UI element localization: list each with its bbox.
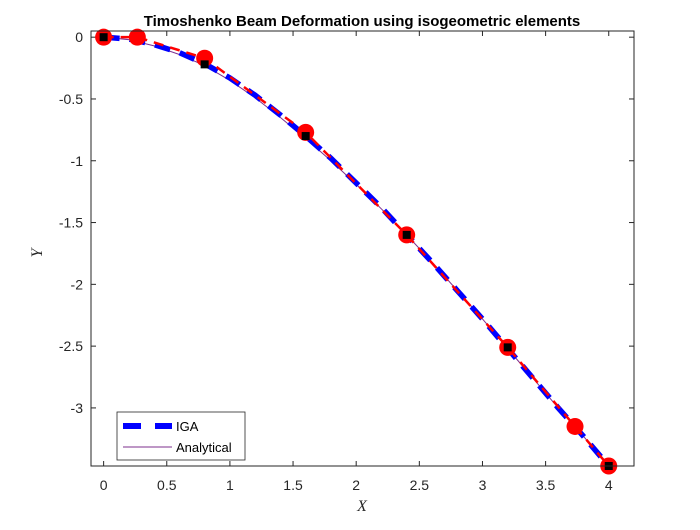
control-point-marker (566, 417, 584, 435)
y-tick-label: -2.5 (59, 338, 83, 354)
x-axis-label: X (356, 498, 368, 515)
y-tick-label: -1.5 (59, 215, 83, 231)
node-square-marker (301, 132, 310, 141)
x-tick-label: 4 (605, 477, 613, 493)
x-tick-label: 1 (226, 477, 234, 493)
legend: IGA Analytical (116, 411, 246, 461)
x-tick-label: 2.5 (410, 477, 430, 493)
y-ticks: 0 -0.5 -1 -1.5 -2 -2.5 -3 (59, 29, 634, 416)
x-tick-label: 0.5 (157, 477, 177, 493)
y-tick-label: 0 (75, 29, 83, 45)
x-tick-label: 0 (100, 477, 108, 493)
axes-box (90, 30, 635, 467)
x-ticks: 0 0.5 1 1.5 2 2.5 3 3.5 4 (100, 31, 613, 493)
y-tick-label: -0.5 (59, 91, 83, 107)
node-square-marker (402, 230, 411, 239)
y-axis-label: Y (29, 246, 46, 257)
node-square-marker (200, 60, 209, 69)
legend-iga-label: IGA (176, 419, 199, 434)
control-point-marker (196, 49, 214, 67)
y-tick-label: -1 (71, 153, 84, 169)
x-tick-label: 3.5 (536, 477, 556, 493)
node-square-marker (99, 33, 108, 42)
x-tick-label: 1.5 (283, 477, 303, 493)
legend-analytical-label: Analytical (176, 440, 232, 455)
y-tick-label: -2 (71, 276, 84, 292)
y-tick-label: -3 (71, 400, 84, 416)
x-tick-label: 2 (352, 477, 360, 493)
legend-box (116, 411, 246, 461)
chart-title: Timoshenko Beam Deformation using isogeo… (144, 13, 581, 30)
control-point-marker (128, 28, 146, 46)
x-tick-label: 3 (479, 477, 487, 493)
node-square-marker (503, 343, 512, 352)
series-layer (95, 28, 618, 475)
